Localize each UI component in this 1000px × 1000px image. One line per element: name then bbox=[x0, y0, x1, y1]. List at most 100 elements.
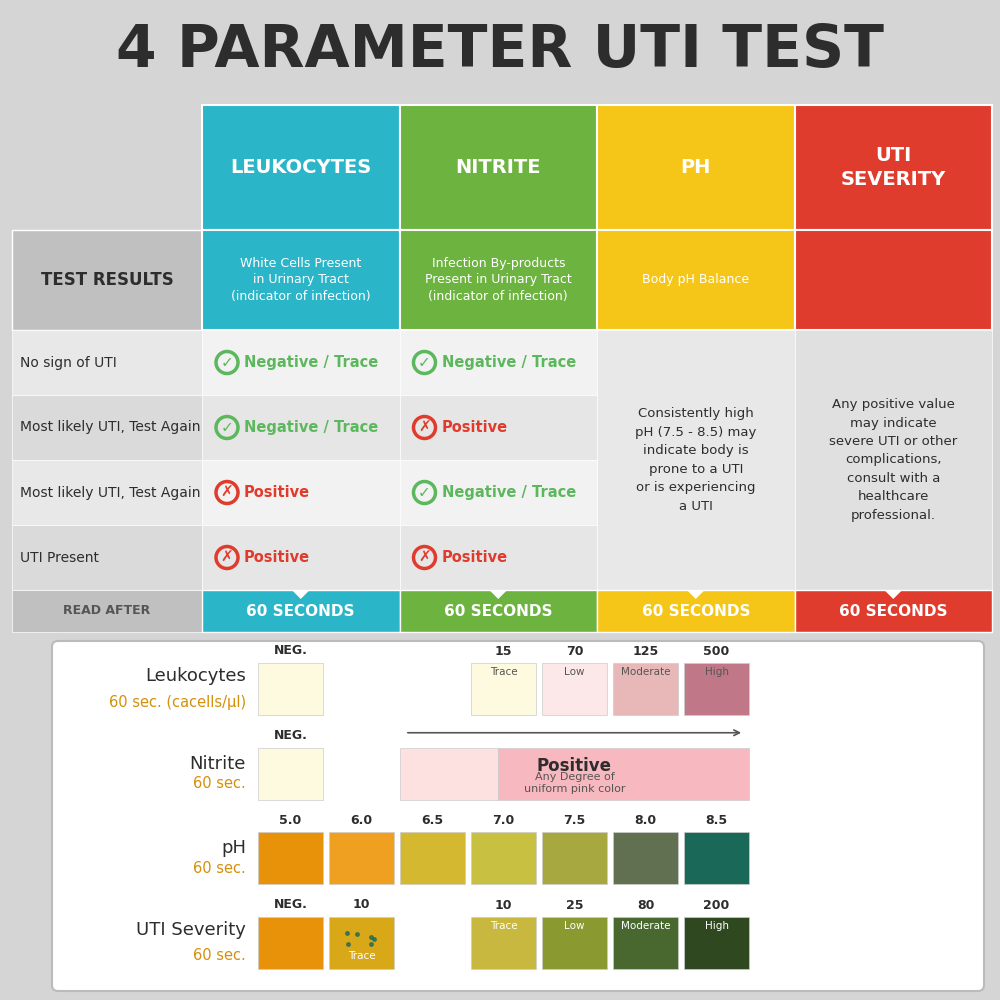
Text: 6.5: 6.5 bbox=[421, 814, 444, 827]
Text: Nitrite: Nitrite bbox=[190, 755, 246, 773]
Text: Trace: Trace bbox=[490, 667, 517, 677]
FancyBboxPatch shape bbox=[684, 663, 749, 715]
Text: 200: 200 bbox=[703, 899, 730, 912]
FancyBboxPatch shape bbox=[12, 395, 202, 460]
Text: 500: 500 bbox=[703, 645, 730, 658]
Text: 60 sec. (cacells/μl): 60 sec. (cacells/μl) bbox=[109, 695, 246, 710]
Text: 4 PARAMETER UTI TEST: 4 PARAMETER UTI TEST bbox=[116, 21, 884, 79]
FancyBboxPatch shape bbox=[400, 330, 597, 395]
Text: pH: pH bbox=[221, 839, 246, 857]
FancyBboxPatch shape bbox=[794, 230, 992, 330]
FancyBboxPatch shape bbox=[400, 395, 597, 460]
FancyBboxPatch shape bbox=[52, 641, 984, 991]
Text: ✓: ✓ bbox=[221, 420, 233, 435]
FancyBboxPatch shape bbox=[202, 460, 400, 525]
FancyBboxPatch shape bbox=[202, 525, 400, 590]
FancyBboxPatch shape bbox=[794, 105, 992, 230]
Text: TEST RESULTS: TEST RESULTS bbox=[41, 271, 173, 289]
FancyBboxPatch shape bbox=[597, 230, 794, 330]
Text: UTI
SEVERITY: UTI SEVERITY bbox=[841, 146, 946, 189]
Text: Negative / Trace: Negative / Trace bbox=[244, 355, 378, 370]
Text: Negative / Trace: Negative / Trace bbox=[244, 420, 378, 435]
Text: ✓: ✓ bbox=[418, 485, 431, 500]
FancyBboxPatch shape bbox=[400, 460, 597, 525]
FancyBboxPatch shape bbox=[542, 917, 607, 969]
FancyBboxPatch shape bbox=[471, 663, 536, 715]
Text: 80: 80 bbox=[637, 899, 654, 912]
Text: NEG.: NEG. bbox=[274, 898, 307, 911]
Text: 125: 125 bbox=[632, 645, 659, 658]
Text: Moderate: Moderate bbox=[621, 921, 670, 931]
FancyBboxPatch shape bbox=[498, 748, 749, 800]
Text: Positive: Positive bbox=[244, 550, 310, 565]
Text: 60 sec.: 60 sec. bbox=[193, 861, 246, 876]
FancyBboxPatch shape bbox=[613, 917, 678, 969]
Text: 60 SECONDS: 60 SECONDS bbox=[246, 603, 355, 618]
Text: 6.0: 6.0 bbox=[350, 814, 373, 827]
Text: 60 SECONDS: 60 SECONDS bbox=[642, 603, 750, 618]
FancyBboxPatch shape bbox=[202, 395, 400, 460]
FancyBboxPatch shape bbox=[684, 832, 749, 884]
Text: 25: 25 bbox=[566, 899, 583, 912]
Text: 15: 15 bbox=[495, 645, 512, 658]
FancyBboxPatch shape bbox=[400, 525, 597, 590]
Text: 10: 10 bbox=[495, 899, 512, 912]
FancyBboxPatch shape bbox=[329, 832, 394, 884]
Text: 10: 10 bbox=[353, 898, 370, 911]
Text: High: High bbox=[704, 921, 728, 931]
Text: NITRITE: NITRITE bbox=[456, 158, 541, 177]
Text: 7.0: 7.0 bbox=[492, 814, 515, 827]
FancyBboxPatch shape bbox=[202, 105, 400, 230]
FancyBboxPatch shape bbox=[613, 663, 678, 715]
FancyBboxPatch shape bbox=[202, 330, 400, 395]
FancyBboxPatch shape bbox=[12, 460, 202, 525]
FancyBboxPatch shape bbox=[12, 230, 202, 330]
FancyBboxPatch shape bbox=[258, 748, 323, 800]
Text: Leukocytes: Leukocytes bbox=[145, 667, 246, 685]
Text: Positive: Positive bbox=[537, 757, 612, 775]
Text: 60 SECONDS: 60 SECONDS bbox=[839, 603, 948, 618]
Text: Any Degree of
uniform pink color: Any Degree of uniform pink color bbox=[524, 772, 625, 794]
FancyBboxPatch shape bbox=[471, 917, 536, 969]
Text: ✓: ✓ bbox=[418, 355, 431, 370]
Text: Low: Low bbox=[564, 667, 585, 677]
FancyBboxPatch shape bbox=[597, 105, 794, 230]
Text: Positive: Positive bbox=[244, 485, 310, 500]
FancyBboxPatch shape bbox=[12, 590, 202, 632]
Text: High: High bbox=[704, 667, 728, 677]
Text: Trace: Trace bbox=[348, 951, 375, 961]
Text: 8.0: 8.0 bbox=[634, 814, 657, 827]
Text: ✗: ✗ bbox=[418, 550, 431, 565]
Polygon shape bbox=[489, 590, 507, 599]
Text: NEG.: NEG. bbox=[274, 729, 307, 742]
FancyBboxPatch shape bbox=[12, 525, 202, 590]
Text: Low: Low bbox=[564, 921, 585, 931]
Text: READ AFTER: READ AFTER bbox=[63, 604, 151, 617]
Text: UTI Present: UTI Present bbox=[20, 550, 99, 564]
Text: No sign of UTI: No sign of UTI bbox=[20, 356, 117, 369]
FancyBboxPatch shape bbox=[258, 832, 323, 884]
Text: NEG.: NEG. bbox=[274, 644, 307, 657]
FancyBboxPatch shape bbox=[202, 590, 400, 632]
FancyBboxPatch shape bbox=[542, 832, 607, 884]
Text: ✗: ✗ bbox=[221, 485, 233, 500]
FancyBboxPatch shape bbox=[684, 917, 749, 969]
Text: Negative / Trace: Negative / Trace bbox=[442, 355, 576, 370]
Text: Negative / Trace: Negative / Trace bbox=[442, 485, 576, 500]
FancyBboxPatch shape bbox=[400, 590, 597, 632]
Text: ✗: ✗ bbox=[418, 420, 431, 435]
Text: 60 SECONDS: 60 SECONDS bbox=[444, 603, 552, 618]
Text: Infection By-products
Present in Urinary Tract
(indicator of infection): Infection By-products Present in Urinary… bbox=[425, 257, 572, 303]
Polygon shape bbox=[687, 590, 705, 599]
Text: 5.0: 5.0 bbox=[279, 814, 302, 827]
FancyBboxPatch shape bbox=[400, 832, 465, 884]
FancyBboxPatch shape bbox=[613, 832, 678, 884]
FancyBboxPatch shape bbox=[258, 917, 323, 969]
Text: 60 sec.: 60 sec. bbox=[193, 776, 246, 791]
Text: 8.5: 8.5 bbox=[705, 814, 728, 827]
Text: PH: PH bbox=[681, 158, 711, 177]
Text: Positive: Positive bbox=[442, 420, 508, 435]
Text: 7.5: 7.5 bbox=[563, 814, 586, 827]
Text: Trace: Trace bbox=[490, 921, 517, 931]
FancyBboxPatch shape bbox=[400, 230, 597, 330]
